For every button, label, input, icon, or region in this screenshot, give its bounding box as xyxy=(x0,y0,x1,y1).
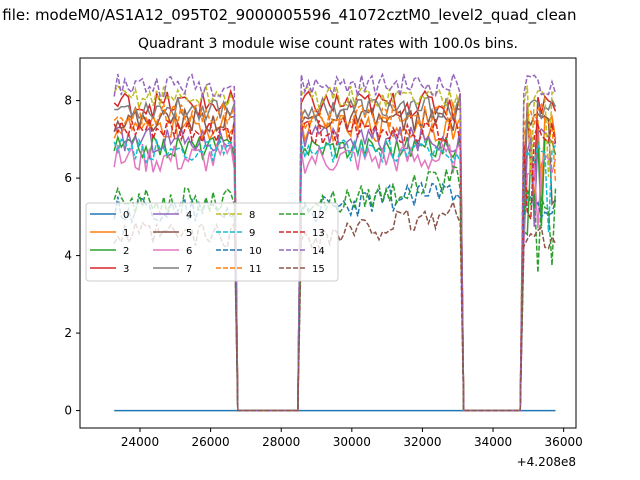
x-tick-label: 32000 xyxy=(403,435,441,449)
plot-frame xyxy=(79,57,577,429)
x-tick-label: 30000 xyxy=(333,435,371,449)
x-tick-label: 24000 xyxy=(121,435,159,449)
x-tick-label: 34000 xyxy=(474,435,512,449)
legend-label-1: 1 xyxy=(123,228,129,239)
legend-box xyxy=(85,202,339,282)
x-offset-label: +4.208e8 xyxy=(517,455,576,469)
x-tick-label: 28000 xyxy=(262,435,300,449)
legend-label-12: 12 xyxy=(312,210,325,221)
y-tick-label: 6 xyxy=(64,171,72,185)
legend-label-6: 6 xyxy=(186,246,192,257)
legend-label-13: 13 xyxy=(312,228,325,239)
series-line-11 xyxy=(113,101,557,412)
legend-label-0: 0 xyxy=(123,210,129,221)
y-tick-label: 8 xyxy=(64,94,72,108)
legend-label-7: 7 xyxy=(186,264,192,275)
legend-label-14: 14 xyxy=(312,246,325,257)
legend-label-15: 15 xyxy=(312,264,325,275)
x-tick-label: 26000 xyxy=(192,435,230,449)
series-line-14 xyxy=(113,71,557,412)
chart-title: Quadrant 3 module wise count rates with … xyxy=(138,36,518,52)
legend-label-8: 8 xyxy=(249,210,255,221)
legend-label-5: 5 xyxy=(186,228,192,239)
legend-label-4: 4 xyxy=(186,210,192,221)
x-tick-label: 36000 xyxy=(545,435,583,449)
legend-label-2: 2 xyxy=(123,246,129,257)
y-tick-label: 0 xyxy=(64,404,72,418)
legend-label-3: 3 xyxy=(123,264,129,275)
suptitle: n file: modeM0/AS1A12_095T02_9000005596_… xyxy=(0,6,577,24)
legend-label-11: 11 xyxy=(249,264,262,275)
y-tick-label: 2 xyxy=(64,326,72,340)
legend-label-10: 10 xyxy=(249,246,262,257)
y-tick-label: 4 xyxy=(64,249,72,263)
legend-label-9: 9 xyxy=(249,228,255,239)
